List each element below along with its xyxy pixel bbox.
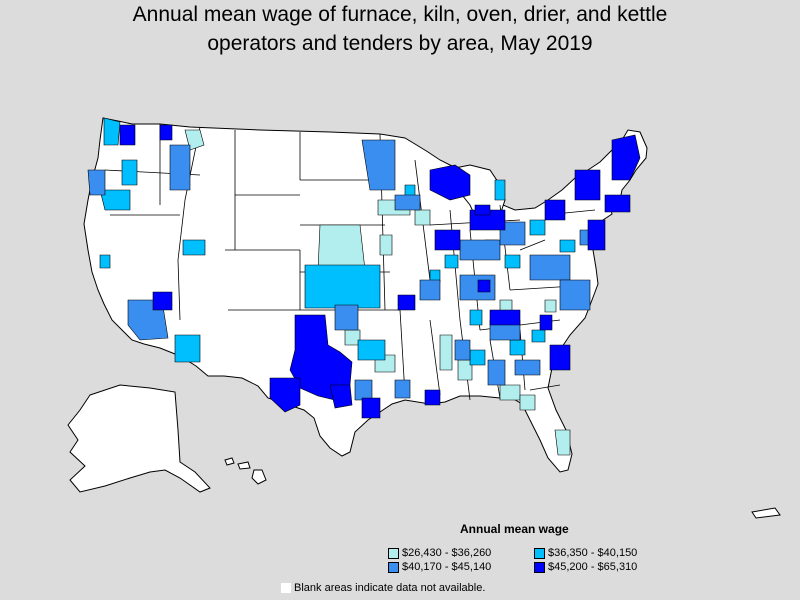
area-navy xyxy=(424,389,441,406)
area-light xyxy=(414,209,431,226)
area-navy xyxy=(269,377,301,413)
area-blue xyxy=(514,359,541,376)
blank-areas-note: Blank areas indicate data not available. xyxy=(281,582,485,594)
legend-label-1: $26,430 - $36,260 xyxy=(402,547,492,559)
area-blue xyxy=(169,144,191,191)
area-blue xyxy=(559,279,591,311)
puerto-rico xyxy=(751,507,781,519)
area-blue xyxy=(454,339,471,361)
wage-areas-45k-65k xyxy=(119,124,641,419)
area-blue xyxy=(419,279,441,301)
legend-label-4: $45,200 - $65,310 xyxy=(548,561,638,573)
area-cyan xyxy=(529,219,546,236)
area-cyan xyxy=(509,339,526,356)
area-cyan xyxy=(444,254,459,269)
area-cyan xyxy=(304,264,381,309)
area-cyan xyxy=(99,189,131,211)
hawaii-islands xyxy=(224,457,267,485)
title-line-2: operators and tenders by area, May 2019 xyxy=(207,32,593,55)
legend-swatch-1 xyxy=(388,547,399,559)
area-light xyxy=(379,234,393,256)
area-navy xyxy=(434,229,461,251)
legend-item-2: $36,350 - $40,150 xyxy=(534,547,637,559)
wage-areas-40k-45k xyxy=(87,139,596,401)
area-navy xyxy=(474,204,491,216)
alaska-outline xyxy=(67,384,211,493)
area-blue xyxy=(394,194,421,211)
area-cyan xyxy=(121,159,138,186)
area-light xyxy=(544,299,557,313)
area-cyan xyxy=(494,179,506,201)
area-blue xyxy=(87,169,106,196)
area-navy xyxy=(361,397,381,419)
area-navy xyxy=(611,134,641,181)
area-cyan xyxy=(174,334,201,363)
legend-label-3: $40,170 - $45,140 xyxy=(402,561,492,573)
area-cyan xyxy=(469,309,483,326)
area-cyan xyxy=(469,349,486,366)
area-navy xyxy=(539,314,553,331)
area-light xyxy=(519,394,536,411)
legend-swatch-3 xyxy=(388,561,399,573)
blank-swatch xyxy=(281,583,291,593)
area-navy xyxy=(544,199,566,221)
area-blue xyxy=(529,254,571,281)
legend-title: Annual mean wage xyxy=(460,522,569,536)
area-navy xyxy=(604,194,631,213)
area-navy xyxy=(549,344,571,371)
note-text: Blank areas indicate data not available. xyxy=(294,582,486,594)
area-navy xyxy=(152,291,173,311)
area-navy xyxy=(489,309,521,326)
area-cyan xyxy=(182,239,206,256)
legend-swatch-4 xyxy=(534,561,545,573)
area-navy xyxy=(159,124,173,141)
area-navy xyxy=(329,384,353,409)
area-cyan xyxy=(99,254,111,269)
area-light xyxy=(439,334,453,371)
area-navy xyxy=(429,164,471,201)
area-light xyxy=(499,384,521,401)
wage-areas-36k-40k xyxy=(99,117,576,366)
area-blue xyxy=(487,359,506,386)
area-navy xyxy=(477,279,491,293)
area-blue xyxy=(361,139,396,191)
area-navy xyxy=(119,124,136,146)
area-blue xyxy=(354,379,373,401)
area-cyan xyxy=(504,254,521,269)
area-light xyxy=(317,224,366,271)
map-title: Annual mean wage of furnace, kiln, oven,… xyxy=(0,0,800,58)
area-navy xyxy=(574,169,601,201)
legend-item-4: $45,200 - $65,310 xyxy=(534,561,637,573)
legend-swatch-2 xyxy=(534,547,545,559)
area-light xyxy=(554,429,571,456)
area-cyan xyxy=(531,329,546,343)
area-cyan xyxy=(103,117,121,146)
area-navy xyxy=(587,219,606,251)
area-blue xyxy=(334,304,359,331)
legend-item-1: $26,430 - $36,260 xyxy=(388,547,491,559)
area-cyan xyxy=(357,339,386,361)
title-line-1: Annual mean wage of furnace, kiln, oven,… xyxy=(132,3,668,26)
area-navy xyxy=(397,294,416,311)
area-cyan xyxy=(559,239,576,253)
area-blue xyxy=(394,379,411,399)
legend-label-2: $36,350 - $40,150 xyxy=(548,547,638,559)
area-blue xyxy=(459,239,501,261)
area-blue xyxy=(499,221,526,246)
legend-item-3: $40,170 - $45,140 xyxy=(388,561,491,573)
